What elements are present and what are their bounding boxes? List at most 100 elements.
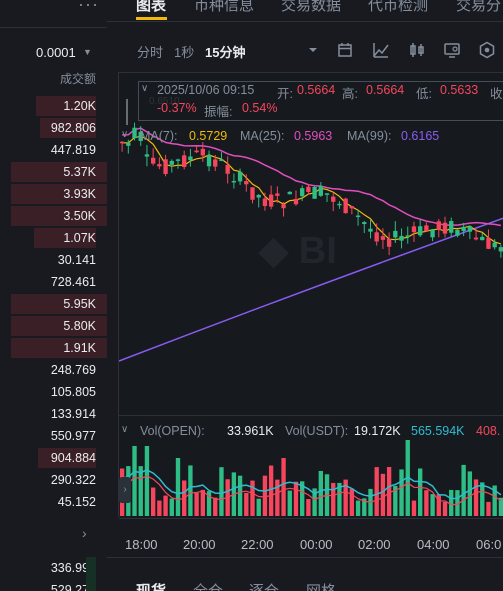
high-value: 0.5664 bbox=[366, 83, 405, 97]
volume-bar bbox=[157, 500, 162, 516]
volume-bar bbox=[219, 467, 224, 516]
high-label: 高: bbox=[342, 87, 358, 101]
volume-bar bbox=[480, 482, 485, 516]
amplitude-value: 0.54% bbox=[242, 101, 278, 115]
volume-bar bbox=[312, 488, 317, 516]
depth-bar bbox=[11, 294, 107, 314]
order-book-row[interactable]: 529.275 bbox=[0, 579, 107, 591]
time-tick: 02:00 bbox=[358, 537, 391, 552]
volume-bar bbox=[194, 492, 199, 516]
volume-bar bbox=[306, 499, 311, 516]
tab-isolated[interactable]: 逐仓 bbox=[249, 580, 279, 591]
vol-open-value: 33.961K bbox=[227, 424, 274, 438]
order-book-row[interactable]: 904.884 bbox=[0, 447, 107, 469]
time-tick: 20:00 bbox=[183, 537, 216, 552]
display-settings-icon[interactable] bbox=[443, 41, 461, 59]
order-book-value: 904.884 bbox=[50, 451, 96, 465]
volume-bar bbox=[486, 501, 491, 516]
order-book-row[interactable]: 3.50K bbox=[0, 205, 107, 227]
candle-body bbox=[268, 194, 274, 207]
depth-bar bbox=[11, 184, 107, 204]
volume-bar bbox=[430, 494, 435, 516]
order-book-row[interactable]: 45.152 bbox=[0, 491, 107, 513]
kline-chart[interactable]: ◆ BI0.6510 2025/10/06 09:15 开: 0.5664 高:… bbox=[118, 72, 503, 519]
candle-body bbox=[374, 232, 379, 242]
volume-bar bbox=[374, 467, 379, 516]
order-book-value: 133.914 bbox=[50, 407, 96, 421]
candle-body bbox=[188, 156, 193, 161]
close-label: 收 bbox=[490, 87, 503, 101]
calendar-icon[interactable] bbox=[336, 41, 354, 59]
candle-type-icon[interactable] bbox=[408, 41, 426, 59]
watermark-logo: ◆ BI bbox=[258, 230, 337, 272]
order-book-row[interactable]: 133.914 bbox=[0, 403, 107, 425]
order-book-row[interactable]: 982.806 bbox=[0, 117, 107, 139]
candle-body bbox=[436, 221, 441, 230]
column-header-turnover: 成交额 bbox=[59, 72, 96, 86]
tab-coin-info[interactable]: 币种信息 bbox=[194, 0, 255, 14]
order-book-row[interactable]: 3.93K bbox=[0, 183, 107, 205]
order-book-row[interactable]: 1.20K bbox=[0, 95, 107, 117]
order-book-divider bbox=[0, 27, 107, 28]
interval-time-share[interactable]: 分时 bbox=[137, 45, 164, 60]
ma-collapse-icon[interactable]: ∨ bbox=[121, 129, 129, 140]
order-book-row[interactable]: 5.80K bbox=[0, 315, 107, 337]
order-book-row[interactable]: 447.819 bbox=[0, 139, 107, 161]
tab-token-check[interactable]: 代币检测 bbox=[368, 0, 429, 14]
candle-body bbox=[144, 154, 150, 157]
candle-body bbox=[312, 186, 317, 199]
tab-chart[interactable]: 图表 bbox=[136, 0, 167, 14]
order-book-row[interactable]: 1.07K bbox=[0, 227, 107, 249]
order-book-row[interactable]: 5.95K bbox=[0, 293, 107, 315]
tab-spot[interactable]: 现货 bbox=[136, 580, 166, 591]
candle-body bbox=[368, 228, 373, 232]
gear-icon[interactable] bbox=[478, 41, 496, 59]
vol-collapse-icon[interactable]: ∨ bbox=[121, 424, 129, 435]
tab-divider bbox=[107, 21, 503, 22]
time-tick: 06:0 bbox=[476, 537, 502, 552]
candle-body bbox=[355, 215, 361, 218]
collapse-icon[interactable]: ∨ bbox=[141, 83, 149, 94]
volume-bar bbox=[213, 497, 218, 516]
volume-bar bbox=[380, 473, 386, 516]
tab-grid[interactable]: 网格 bbox=[306, 580, 336, 591]
order-book-row[interactable]: 290.322 bbox=[0, 469, 107, 491]
order-book-row[interactable]: 336.999 bbox=[0, 557, 107, 579]
order-book-row[interactable]: 728.461 bbox=[0, 271, 107, 293]
order-book-row[interactable]: 248.769 bbox=[0, 359, 107, 381]
expand-handle-icon[interactable]: › bbox=[119, 477, 131, 503]
precision-selector[interactable]: 0.0001 bbox=[36, 45, 76, 60]
buy-depth-bar bbox=[86, 557, 96, 591]
volume-bar bbox=[262, 475, 268, 516]
candle-body bbox=[157, 164, 162, 167]
volume-bar bbox=[268, 465, 274, 516]
candle-body bbox=[287, 191, 292, 195]
order-book-row[interactable]: 30.141 bbox=[0, 249, 107, 271]
volume-bar bbox=[455, 490, 460, 516]
volume-bar bbox=[411, 500, 417, 516]
order-book-value: 1.20K bbox=[63, 99, 96, 113]
tab-trading-more[interactable]: 交易分 bbox=[456, 0, 502, 14]
order-book-row[interactable]: 5.37K bbox=[0, 161, 107, 183]
candle-body bbox=[455, 229, 460, 236]
chevron-down-icon[interactable] bbox=[304, 41, 322, 59]
chevron-down-icon[interactable]: ▼ bbox=[83, 47, 92, 57]
volume-bar bbox=[498, 497, 503, 516]
tab-trading-data[interactable]: 交易数据 bbox=[281, 0, 342, 14]
volume-bar bbox=[163, 495, 168, 516]
order-book-row[interactable]: 105.805 bbox=[0, 381, 107, 403]
interval-1s[interactable]: 1秒 bbox=[174, 45, 195, 60]
interval-15m[interactable]: 15分钟 bbox=[205, 45, 246, 60]
candle-body bbox=[200, 148, 206, 156]
volume-bar bbox=[250, 480, 255, 516]
order-book-value: 447.819 bbox=[50, 143, 96, 157]
chevron-right-icon[interactable]: › bbox=[82, 525, 87, 541]
tab-cross[interactable]: 全仓 bbox=[193, 580, 223, 591]
order-book-row[interactable]: 1.91K bbox=[0, 337, 107, 359]
order-book-value: 1.91K bbox=[63, 341, 96, 355]
more-options-icon[interactable]: ··· bbox=[78, 0, 99, 14]
candle-body bbox=[300, 188, 305, 197]
order-book-row[interactable]: 550.977 bbox=[0, 425, 107, 447]
indicator-icon[interactable] bbox=[372, 41, 390, 59]
volume-bar bbox=[144, 446, 150, 516]
